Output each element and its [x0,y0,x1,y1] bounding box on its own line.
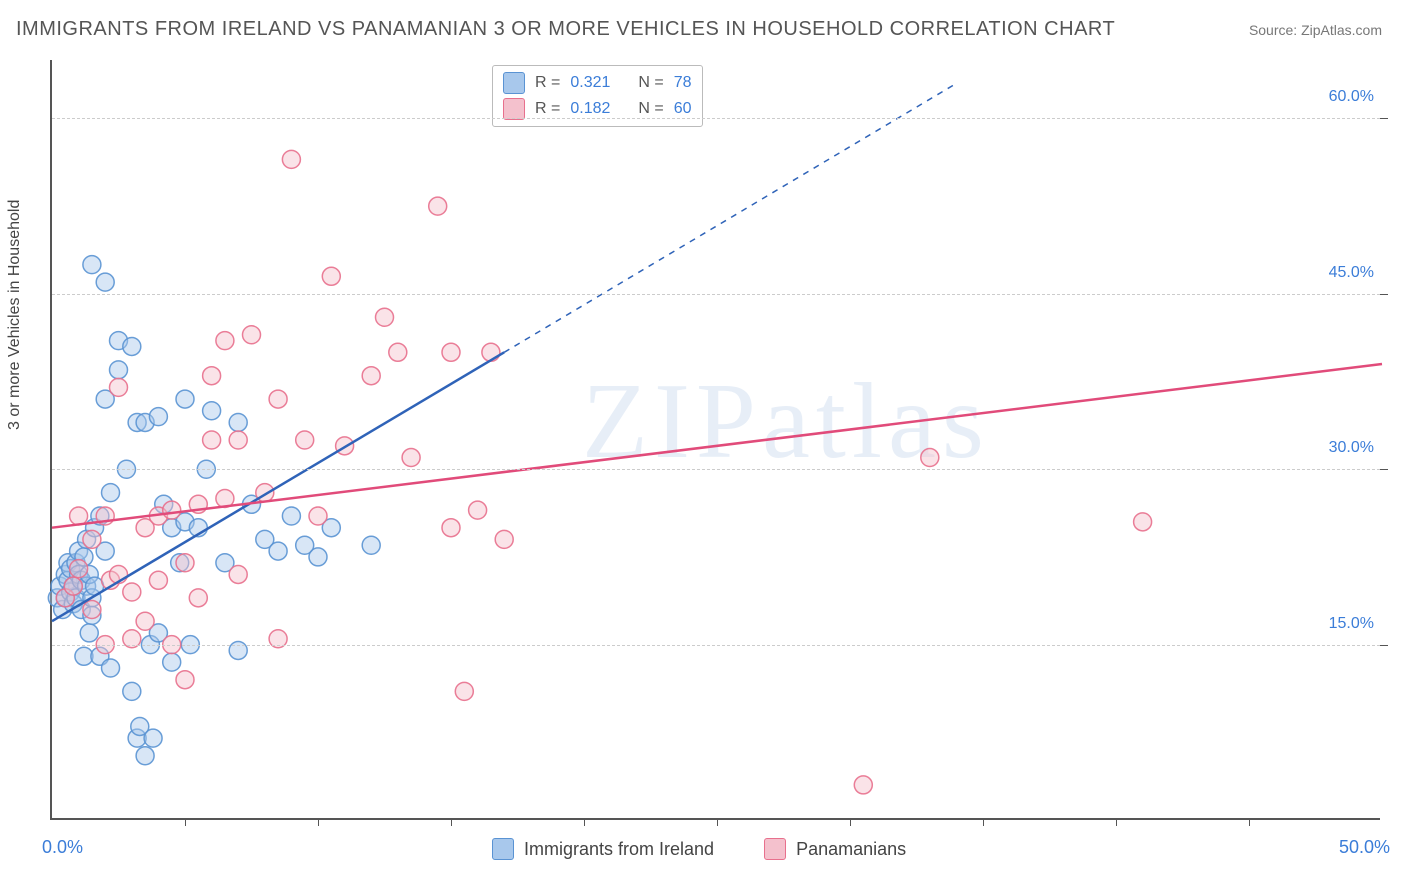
y-axis-label: 3 or more Vehicles in Household [6,200,24,430]
y-tick-label: 15.0% [1329,615,1374,633]
gridline [52,469,1380,470]
series-label-ireland: Immigrants from Ireland [524,839,714,860]
series-label-panama: Panamanians [796,839,906,860]
scatter-plot-svg [52,60,1380,818]
x-tick [850,818,851,826]
chart-title: IMMIGRANTS FROM IRELAND VS PANAMANIAN 3 … [16,18,1115,41]
chart-plot-area: ZIPatlas R = 0.321 N = 78 R = 0.182 N = … [50,60,1380,820]
y-tick-label: 45.0% [1329,264,1374,282]
x-tick [451,818,452,826]
x-axis-max-label: 50.0% [1339,837,1390,858]
y-tick-label: 60.0% [1329,88,1374,106]
legend-item-panama: Panamanians [764,838,906,860]
series-legend: Immigrants from Ireland Panamanians [492,838,906,860]
gridline [52,645,1380,646]
x-tick [318,818,319,826]
x-tick [1249,818,1250,826]
x-tick [717,818,718,826]
x-tick [185,818,186,826]
y-tick-label: 30.0% [1329,439,1374,457]
gridline [52,118,1380,119]
x-tick [983,818,984,826]
source-label: Source: ZipAtlas.com [1249,22,1382,38]
gridline [52,294,1380,295]
x-tick [1116,818,1117,826]
swatch-panama-icon [764,838,786,860]
x-tick [584,818,585,826]
legend-item-ireland: Immigrants from Ireland [492,838,714,860]
x-axis-min-label: 0.0% [42,837,83,858]
swatch-ireland-icon [492,838,514,860]
